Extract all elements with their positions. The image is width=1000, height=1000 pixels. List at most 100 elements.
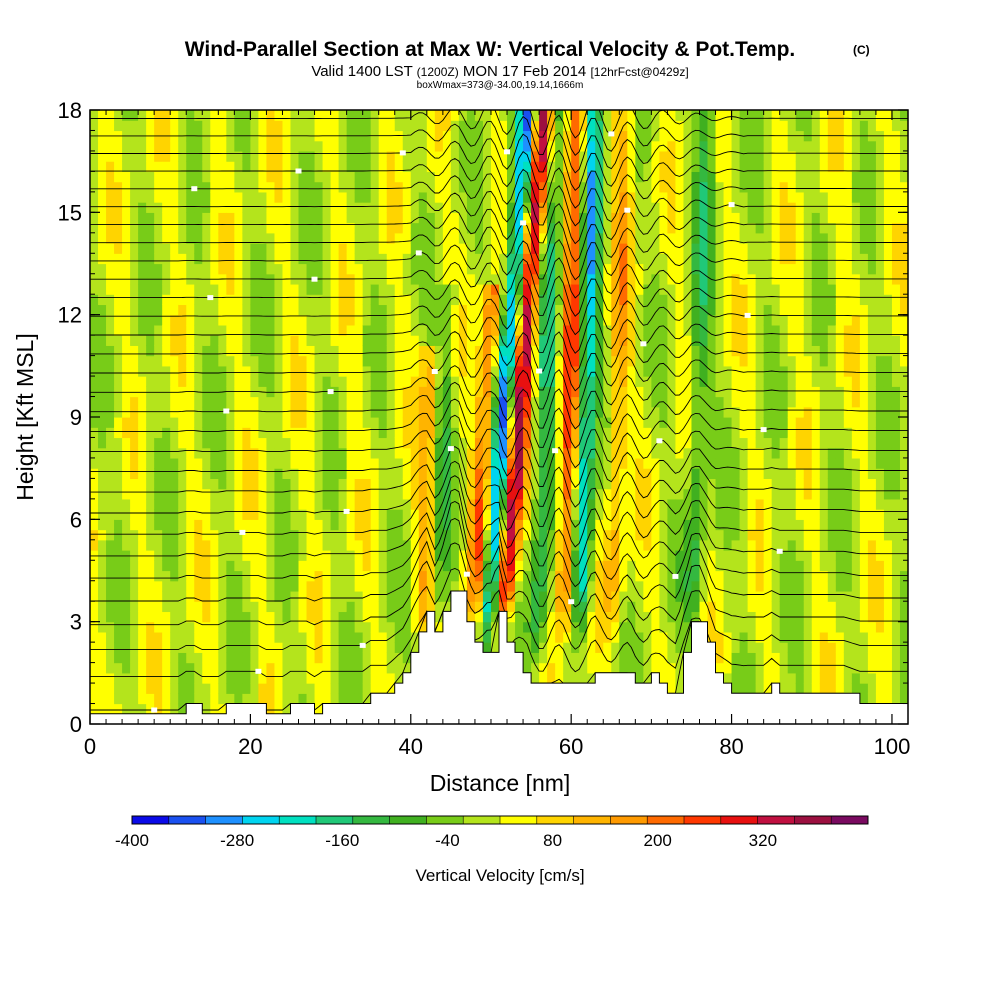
velocity-cell: [122, 161, 131, 172]
velocity-cell: [482, 110, 492, 121]
velocity-cell: [466, 212, 476, 224]
velocity-cell: [739, 335, 749, 346]
velocity-cell: [290, 376, 300, 387]
velocity-cell: [194, 212, 203, 224]
velocity-cell: [515, 406, 524, 418]
velocity-cell: [194, 263, 203, 275]
velocity-cell: [322, 631, 332, 643]
velocity-cell: [322, 590, 332, 602]
velocity-cell: [122, 437, 131, 449]
velocity-cell: [250, 498, 260, 510]
velocity-cell: [202, 304, 211, 316]
velocity-cell: [378, 468, 388, 479]
velocity-cell: [330, 150, 340, 162]
velocity-cell: [274, 110, 284, 121]
velocity-cell: [202, 580, 211, 592]
velocity-cell: [210, 294, 219, 306]
velocity-cell: [499, 447, 508, 459]
velocity-cell: [691, 283, 701, 295]
velocity-cell: [98, 191, 107, 203]
velocity-cell: [426, 406, 436, 418]
velocity-cell: [338, 406, 348, 418]
velocity-cell: [571, 212, 580, 224]
velocity-cell: [547, 161, 556, 172]
velocity-cell: [434, 376, 444, 387]
velocity-cell: [274, 693, 284, 705]
velocity-cell: [651, 386, 660, 398]
velocity-cell: [210, 662, 219, 674]
velocity-cell: [362, 324, 372, 336]
velocity-cell: [595, 509, 604, 520]
velocity-cell: [394, 263, 404, 275]
velocity-cell: [458, 273, 468, 285]
velocity-cell: [515, 355, 524, 367]
velocity-cell: [202, 693, 211, 705]
velocity-cell: [362, 488, 372, 500]
velocity-cell: [122, 611, 131, 623]
velocity-cell: [314, 683, 324, 694]
velocity-cell: [138, 590, 147, 602]
velocity-cell: [466, 120, 476, 132]
velocity-cell: [474, 212, 484, 224]
velocity-cell: [290, 662, 300, 674]
velocity-cell: [531, 427, 540, 439]
velocity-cell: [266, 171, 276, 183]
velocity-cell: [531, 580, 540, 592]
velocity-cell: [426, 345, 436, 357]
velocity-cell: [274, 232, 284, 244]
velocity-cell: [250, 191, 260, 203]
velocity-cell: [563, 580, 572, 592]
velocity-cell: [154, 304, 163, 316]
velocity-cell: [250, 642, 260, 653]
velocity-cell: [723, 519, 733, 531]
velocity-cell: [442, 539, 452, 551]
velocity-cell: [322, 396, 332, 408]
velocity-cell: [507, 386, 516, 398]
velocity-cell: [346, 324, 356, 336]
velocity-cell: [194, 447, 203, 459]
velocity-cell: [539, 662, 548, 674]
velocity-cell: [603, 171, 612, 183]
velocity-cell: [611, 294, 620, 306]
velocity-cell: [402, 273, 412, 285]
velocity-cell: [114, 406, 123, 418]
velocity-cell: [178, 202, 187, 213]
velocity-cell: [651, 529, 660, 541]
velocity-cell: [450, 202, 460, 213]
velocity-cell: [90, 447, 99, 459]
velocity-cell: [194, 304, 203, 316]
velocity-cell: [563, 232, 572, 244]
velocity-cell: [146, 488, 155, 500]
velocity-cell: [242, 417, 251, 428]
velocity-cell: [747, 488, 757, 500]
velocity-cell: [547, 478, 556, 490]
velocity-cell: [715, 283, 725, 295]
velocity-cell: [370, 263, 380, 275]
velocity-cell: [402, 202, 412, 213]
velocity-cell: [282, 232, 292, 244]
velocity-cell: [122, 621, 131, 633]
velocity-cell: [314, 417, 324, 428]
velocity-cell: [667, 478, 677, 490]
velocity-cell: [651, 130, 660, 142]
velocity-cell: [394, 191, 404, 203]
velocity-cell: [258, 652, 268, 664]
velocity-cell: [178, 283, 187, 295]
velocity-cell: [106, 457, 115, 469]
velocity-cell: [595, 529, 604, 541]
velocity-cell: [394, 161, 404, 172]
velocity-cell: [186, 642, 195, 653]
velocity-cell: [218, 590, 227, 602]
velocity-cell: [138, 611, 147, 623]
velocity-cell: [611, 171, 620, 183]
velocity-cell: [619, 314, 628, 326]
velocity-cell: [531, 304, 540, 316]
velocity-cell: [667, 417, 677, 428]
velocity-cell: [739, 345, 749, 357]
velocity-cell: [130, 427, 139, 439]
velocity-cell: [378, 386, 388, 398]
velocity-cell: [603, 335, 612, 346]
velocity-cell: [386, 110, 396, 121]
velocity-cell: [699, 601, 709, 613]
velocity-cell: [683, 621, 693, 633]
